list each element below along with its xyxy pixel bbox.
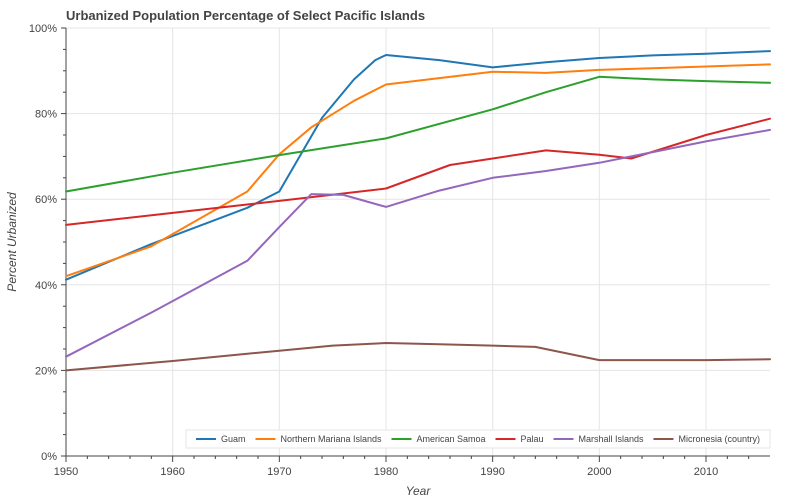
chart-title: Urbanized Population Percentage of Selec… [66, 8, 425, 23]
x-tick-label: 1950 [54, 466, 78, 478]
legend-label: Micronesia (country) [678, 434, 760, 444]
series-line-american-samoa [65, 75, 771, 193]
plot-area [66, 28, 770, 456]
x-tick-label: 2000 [587, 466, 611, 478]
y-tick-label: 0% [41, 451, 57, 463]
series-line-micronesia-country [65, 342, 771, 372]
legend: Guam Northern Mariana Islands American Sam… [185, 429, 771, 449]
legend-item-guam: Guam [196, 434, 246, 444]
y-tick-label: 60% [35, 194, 57, 206]
legend-box [185, 429, 771, 449]
x-tick-label: 1960 [160, 466, 184, 478]
legend-label: Northern Mariana Islands [280, 434, 382, 444]
y-tick-label: 20% [35, 365, 57, 377]
legend-label: Palau [520, 434, 543, 444]
y-tick-label: 80% [35, 109, 57, 121]
y-axis-label: Percent Urbanized [5, 192, 19, 292]
legend-label: Guam [221, 434, 246, 444]
legend-item-micronesia-country: Micronesia (country) [653, 434, 760, 444]
legend-item-american-samoa: American Samoa [391, 434, 486, 444]
series-line-northern-mariana-islands [65, 63, 771, 278]
legend-item-northern-mariana-islands: Northern Mariana Islands [255, 434, 382, 444]
x-axis-label: Year [406, 484, 432, 498]
y-tick-label: 100% [29, 23, 57, 35]
legend-label: Marshall Islands [578, 434, 644, 444]
legend-label: American Samoa [416, 434, 485, 444]
legend-item-marshall-islands: Marshall Islands [553, 434, 644, 444]
series-line-marshall-islands [65, 128, 771, 358]
x-tick-label: 1970 [267, 466, 291, 478]
x-tick-label: 1980 [374, 466, 398, 478]
grid [65, 27, 770, 457]
y-tick-label: 40% [35, 280, 57, 292]
x-tick-label: 2010 [694, 466, 718, 478]
x-tick-label: 1990 [480, 466, 504, 478]
series-lines [65, 50, 771, 372]
legend-item-palau: Palau [495, 434, 544, 444]
